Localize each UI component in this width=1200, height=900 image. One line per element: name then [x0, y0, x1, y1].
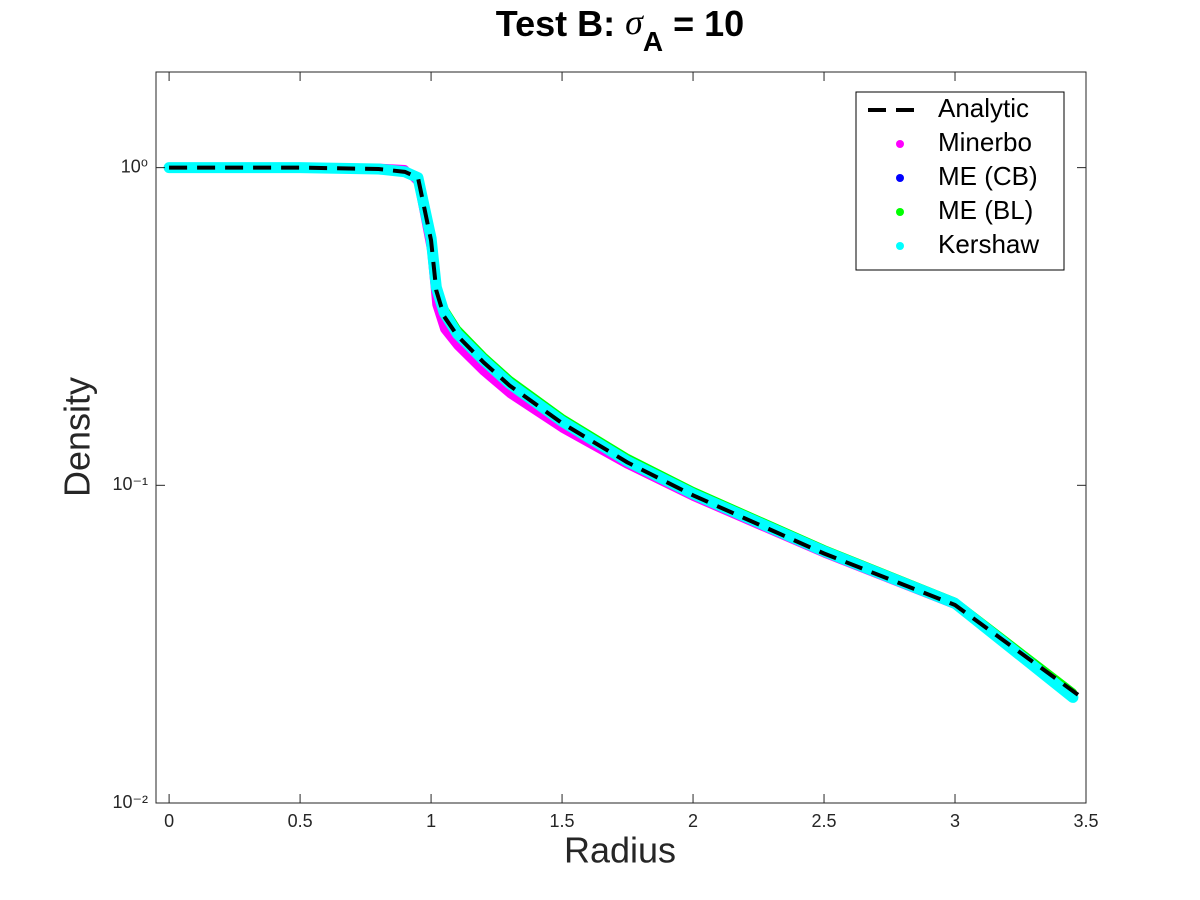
- title-symbol: σ: [625, 2, 644, 42]
- title-part: = 10: [663, 3, 744, 44]
- legend-swatch: [896, 140, 904, 148]
- legend-label: Analytic: [938, 93, 1029, 123]
- y-axis-label: Density: [57, 377, 98, 497]
- x-tick-label: 2: [688, 811, 698, 831]
- x-tick-label: 0.5: [288, 811, 313, 831]
- legend-swatch: [896, 174, 904, 182]
- x-tick-label: 0: [164, 811, 174, 831]
- x-tick-label: 3.5: [1073, 811, 1098, 831]
- x-axis-label: Radius: [564, 830, 676, 871]
- legend-box: [855, 91, 1065, 271]
- x-tick-label: 3: [950, 811, 960, 831]
- y-tick-label: 10⁻¹: [112, 474, 148, 494]
- legend-label: ME (CB): [938, 161, 1038, 191]
- title-subscript: A: [643, 26, 663, 57]
- chart-title: Test B: σA = 10: [496, 2, 744, 57]
- legend-label: Minerbo: [938, 127, 1032, 157]
- y-tick-label: 10⁰: [121, 156, 148, 176]
- x-tick-label: 2.5: [812, 811, 837, 831]
- legend-label: ME (BL): [938, 195, 1033, 225]
- title-part: Test B:: [496, 3, 625, 44]
- axes-box: [155, 71, 1087, 804]
- legend-label: Kershaw: [938, 229, 1039, 259]
- x-tick-label: 1.5: [550, 811, 575, 831]
- legend-swatch: [896, 208, 904, 216]
- y-tick-label: 10⁻²: [112, 792, 148, 812]
- x-tick-label: 1: [426, 811, 436, 831]
- legend-swatch: [896, 242, 904, 250]
- dashed-line: [169, 165, 1086, 703]
- plot-area: [163, 162, 1086, 703]
